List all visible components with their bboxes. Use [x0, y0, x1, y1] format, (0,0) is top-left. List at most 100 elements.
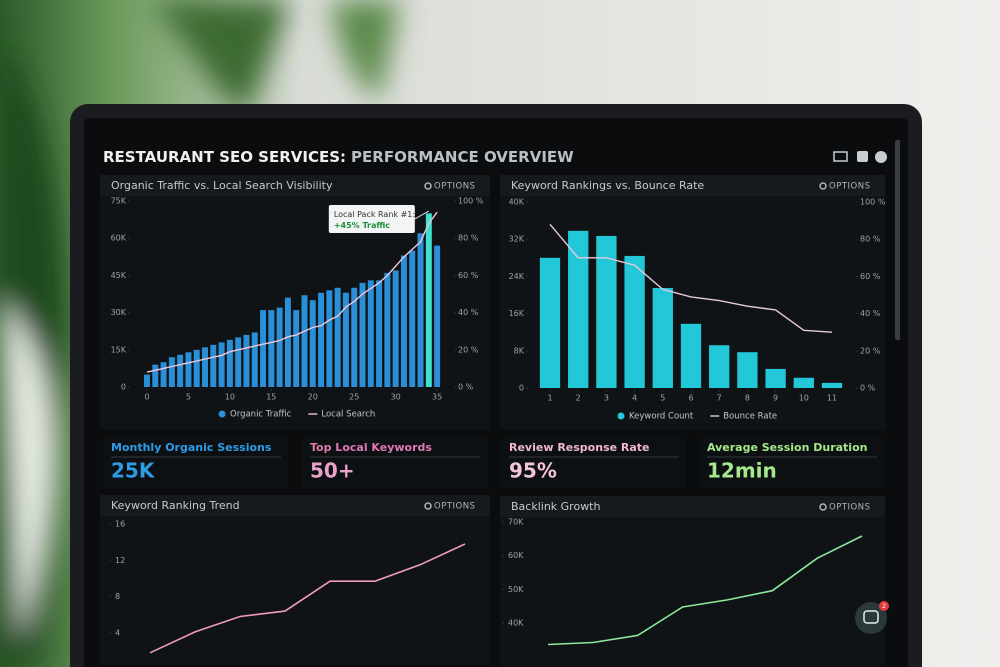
line [547, 535, 863, 646]
options-button[interactable]: OPTIONS [829, 503, 870, 513]
x-tick-label: 7 [717, 394, 722, 403]
panel-title: Keyword Rankings vs. Bounce Rate [511, 179, 704, 192]
x-tick-label: 1 [547, 394, 552, 403]
x-tick-label: 30 [391, 393, 401, 402]
options-button[interactable]: OPTIONS [829, 182, 870, 192]
y2-tick-label: 20 % [458, 345, 479, 354]
y-tick-label: 8K [514, 346, 525, 355]
kpi-label: Average Session Duration [707, 441, 867, 454]
bar [318, 292, 325, 387]
line [146, 211, 438, 373]
y-tick-label: 75K [111, 197, 127, 206]
annotation-pointer [414, 210, 430, 220]
y2-tick-label: 100 % [860, 198, 886, 207]
legend-label: Local Search [321, 410, 375, 420]
options-gear [424, 182, 432, 190]
y-tick-label: 16K [509, 309, 525, 318]
bar [235, 337, 242, 387]
y-tick-label: 60K [508, 551, 524, 560]
bar [417, 233, 424, 387]
kpi-label: Review Response Rate [509, 441, 650, 454]
bar [309, 300, 316, 387]
bar [168, 357, 175, 387]
bar [434, 245, 441, 387]
x-tick-label: 4 [632, 394, 637, 403]
panel-header [500, 496, 885, 517]
bar [226, 339, 233, 387]
plant [0, 0, 400, 667]
bar [367, 280, 374, 387]
bar [765, 368, 786, 388]
chat-icon [863, 610, 879, 624]
line [549, 223, 833, 333]
bar [268, 310, 275, 387]
panels: Organic Traffic vs. Local Search Visibil… [100, 175, 886, 666]
x-tick-label: 20 [308, 393, 318, 402]
bar [326, 290, 333, 387]
panel-header [500, 175, 885, 196]
y2-tick-label: 100 % [458, 197, 484, 206]
y-tick-label: 16 [115, 520, 125, 529]
legend-label: Bounce Rate [723, 412, 777, 422]
bar [680, 323, 702, 388]
title-sub: PERFORMANCE OVERVIEW [351, 148, 574, 166]
bar [351, 287, 358, 387]
kpi-value: 12min [707, 459, 777, 483]
bar [596, 235, 617, 388]
y-tick-label: 32K [509, 235, 525, 244]
y-tick-label: 60K [111, 234, 127, 243]
options-gear [424, 502, 432, 510]
panel-title: Backlink Growth [511, 500, 601, 513]
chat-widget[interactable]: 2 [855, 601, 889, 634]
y-tick-label: 40K [509, 198, 525, 207]
kpi-card [103, 438, 288, 488]
monitor-icon[interactable] [833, 151, 848, 162]
bar [334, 287, 341, 387]
panel [500, 496, 885, 666]
x-tick-label: 35 [432, 393, 442, 402]
kpi-value: 25K [111, 459, 156, 483]
chart-icon[interactable] [857, 151, 868, 162]
y2-tick-label: 40 % [458, 308, 479, 317]
y2-tick-label: 60 % [458, 271, 479, 280]
header-icons [833, 151, 887, 163]
y2-tick-label: 80 % [458, 234, 479, 243]
x-tick-label: 10 [799, 394, 809, 403]
bar [821, 382, 843, 388]
options-button[interactable]: OPTIONS [434, 182, 475, 192]
y-tick-label: 0 [121, 383, 126, 392]
bar [251, 332, 258, 387]
y-tick-label: 12 [115, 556, 125, 565]
panel [100, 175, 490, 430]
y2-tick-label: 40 % [860, 309, 881, 318]
y-tick-label: 15K [111, 345, 127, 354]
annotation-line: Local Pack Rank #1: [334, 210, 415, 219]
help-icon[interactable] [875, 151, 887, 163]
y-tick-label: 24K [509, 272, 525, 281]
bar [384, 272, 391, 387]
bar [243, 334, 250, 387]
panel-header [100, 175, 490, 196]
y2-tick-label: 20 % [860, 346, 881, 355]
legend-label: Keyword Count [629, 412, 694, 422]
kpi-label: Monthly Organic Sessions [111, 441, 272, 454]
y2-tick-label: 0 % [860, 384, 876, 393]
dashboard-title: RESTAURANT SEO SERVICES: PERFORMANCE OVER… [103, 148, 574, 166]
bar [202, 347, 208, 387]
bar [359, 282, 366, 387]
bar [793, 377, 814, 388]
kpi-value: 50+ [310, 459, 355, 483]
chat-button[interactable] [855, 602, 887, 634]
bar [539, 257, 561, 388]
y-tick-label: 40K [508, 619, 524, 628]
x-tick-label: 9 [773, 394, 778, 403]
legend-swatch [218, 410, 226, 418]
bar [737, 352, 758, 388]
kpi-card [501, 438, 686, 488]
chat-badge-count: 2 [882, 603, 886, 610]
bar [276, 307, 283, 387]
options-button[interactable]: OPTIONS [434, 502, 475, 512]
y-tick-label: 30K [111, 308, 127, 317]
x-tick-label: 2 [576, 394, 581, 403]
bar [144, 374, 150, 387]
